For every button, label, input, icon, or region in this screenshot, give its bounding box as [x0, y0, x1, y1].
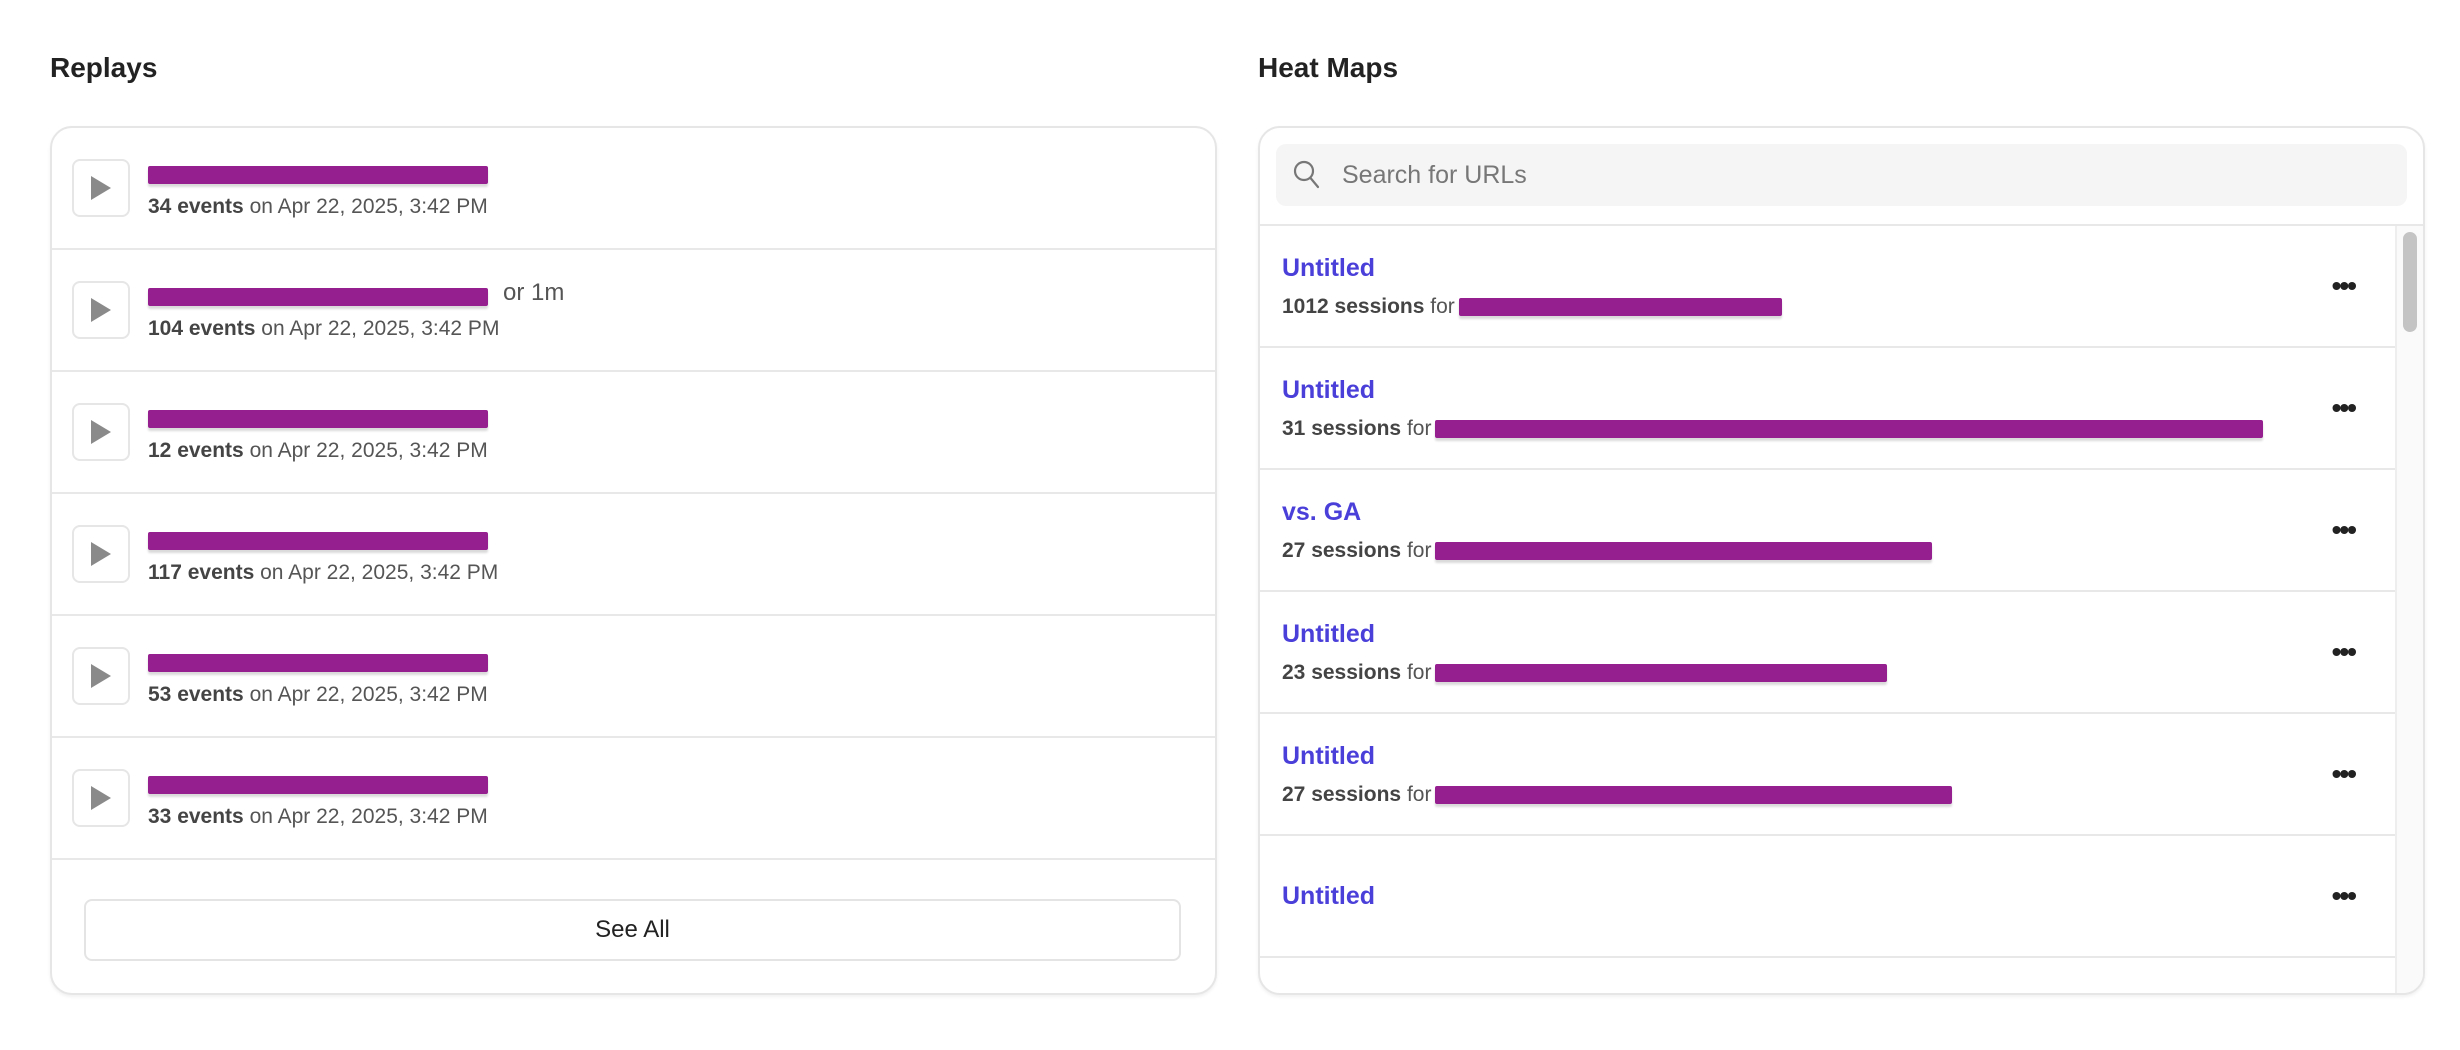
redaction-bar — [148, 409, 488, 428]
more-horizontal-icon[interactable]: ••• — [2331, 514, 2357, 545]
heatmap-title-link[interactable]: Untitled — [1282, 375, 1376, 404]
replay-date: on Apr 22, 2025, 3:42 PM — [261, 317, 500, 340]
redaction-bar — [148, 653, 488, 672]
more-horizontal-icon[interactable]: ••• — [2331, 880, 2357, 911]
play-icon — [91, 786, 111, 810]
heatmaps-title: Heat Maps — [1258, 52, 1399, 83]
replay-user-link[interactable] — [148, 401, 488, 429]
heatmap-row[interactable]: Untitled 31 sessions for ••• — [1260, 348, 2395, 470]
replay-user-link[interactable] — [148, 157, 488, 185]
redaction-bar — [148, 775, 488, 794]
heatmap-title-link[interactable]: Untitled — [1282, 741, 1376, 770]
replay-row[interactable]: 34 events on Apr 22, 2025, 3:42 PM — [52, 128, 1215, 250]
search-icon — [1293, 160, 1320, 189]
redaction-bar — [1435, 785, 1953, 804]
replay-date: on Apr 22, 2025, 3:42 PM — [249, 195, 488, 218]
more-horizontal-icon[interactable]: ••• — [2331, 758, 2357, 789]
replay-date: on Apr 22, 2025, 3:42 PM — [249, 439, 488, 462]
redaction-bar — [148, 531, 488, 550]
play-icon — [91, 542, 111, 566]
heatmap-title-link[interactable]: Untitled — [1282, 881, 1376, 910]
heatmap-row-partial[interactable] — [1260, 958, 2395, 993]
more-horizontal-icon[interactable]: ••• — [2331, 636, 2357, 667]
play-button[interactable] — [72, 281, 130, 339]
session-count: 23 sessions — [1282, 660, 1402, 684]
play-icon — [91, 420, 111, 444]
replay-row[interactable]: 53 events on Apr 22, 2025, 3:42 PM — [52, 616, 1215, 738]
redaction-bar — [1435, 541, 1933, 560]
play-button[interactable] — [72, 403, 130, 461]
replay-user-link[interactable] — [148, 523, 498, 551]
heatmap-row[interactable]: vs. GA 27 sessions for ••• — [1260, 470, 2395, 592]
replay-row[interactable]: 12 events on Apr 22, 2025, 3:42 PM — [52, 372, 1215, 494]
play-button[interactable] — [72, 769, 130, 827]
scrollbar[interactable] — [2395, 226, 2423, 993]
redaction-bar — [148, 287, 488, 306]
event-count: 53 events — [148, 683, 244, 706]
redaction-bar — [1458, 297, 1782, 316]
heatmap-list: Untitled 1012 sessions for ••• Untitled 31 … — [1260, 226, 2423, 993]
redaction-bar — [148, 165, 488, 184]
replay-date: on Apr 22, 2025, 3:42 PM — [249, 683, 488, 706]
heatmap-row[interactable]: Untitled 1012 sessions for ••• — [1260, 226, 2395, 348]
heatmap-row[interactable]: Untitled 27 sessions for ••• — [1260, 714, 2395, 836]
replays-title: Replays — [50, 52, 158, 83]
session-count: 1012 sessions — [1282, 294, 1425, 318]
redaction-bar — [1435, 419, 2264, 438]
replay-row[interactable]: 33 events on Apr 22, 2025, 3:42 PM — [52, 738, 1215, 860]
heatmap-title-link[interactable]: Untitled — [1282, 253, 1376, 282]
replay-row[interactable]: or 1m 104 events on Apr 22, 2025, 3:42 P… — [52, 250, 1215, 372]
scrollbar-thumb[interactable] — [2403, 232, 2417, 332]
replay-list: 34 events on Apr 22, 2025, 3:42 PM or 1m… — [52, 128, 1215, 860]
see-all-button[interactable]: See All — [84, 899, 1181, 961]
more-horizontal-icon[interactable]: ••• — [2331, 392, 2357, 423]
more-horizontal-icon[interactable]: ••• — [2331, 270, 2357, 301]
event-count: 12 events — [148, 439, 244, 462]
event-count: 104 events — [148, 317, 256, 340]
heatmap-row[interactable]: Untitled 23 sessions for ••• — [1260, 592, 2395, 714]
session-count: 31 sessions — [1282, 416, 1402, 440]
replay-date: on Apr 22, 2025, 3:42 PM — [249, 805, 488, 828]
play-icon — [91, 298, 111, 322]
play-icon — [91, 664, 111, 688]
heatmap-title-link[interactable]: vs. GA — [1282, 497, 1362, 526]
event-count: 117 events — [148, 561, 255, 584]
replay-user-link[interactable] — [148, 767, 488, 795]
replay-user-link[interactable]: or 1m — [148, 279, 564, 307]
replay-user-link[interactable] — [148, 645, 488, 673]
play-icon — [91, 176, 111, 200]
replay-row[interactable]: 117 events on Apr 22, 2025, 3:42 PM — [52, 494, 1215, 616]
redaction-bar — [1435, 663, 1888, 682]
url-search-box[interactable] — [1276, 144, 2407, 206]
url-search-input[interactable] — [1342, 160, 2407, 190]
play-button[interactable] — [72, 647, 130, 705]
play-button[interactable] — [72, 525, 130, 583]
play-button[interactable] — [72, 159, 130, 217]
replay-date: on Apr 22, 2025, 3:42 PM — [260, 561, 499, 584]
replays-panel: 34 events on Apr 22, 2025, 3:42 PM or 1m… — [50, 126, 1217, 995]
heatmap-row[interactable]: Untitled ••• — [1260, 836, 2395, 958]
event-count: 33 events — [148, 805, 244, 828]
session-count: 27 sessions — [1282, 782, 1402, 806]
event-count: 34 events — [148, 195, 244, 218]
heatmap-title-link[interactable]: Untitled — [1282, 619, 1376, 648]
session-count: 27 sessions — [1282, 538, 1402, 562]
